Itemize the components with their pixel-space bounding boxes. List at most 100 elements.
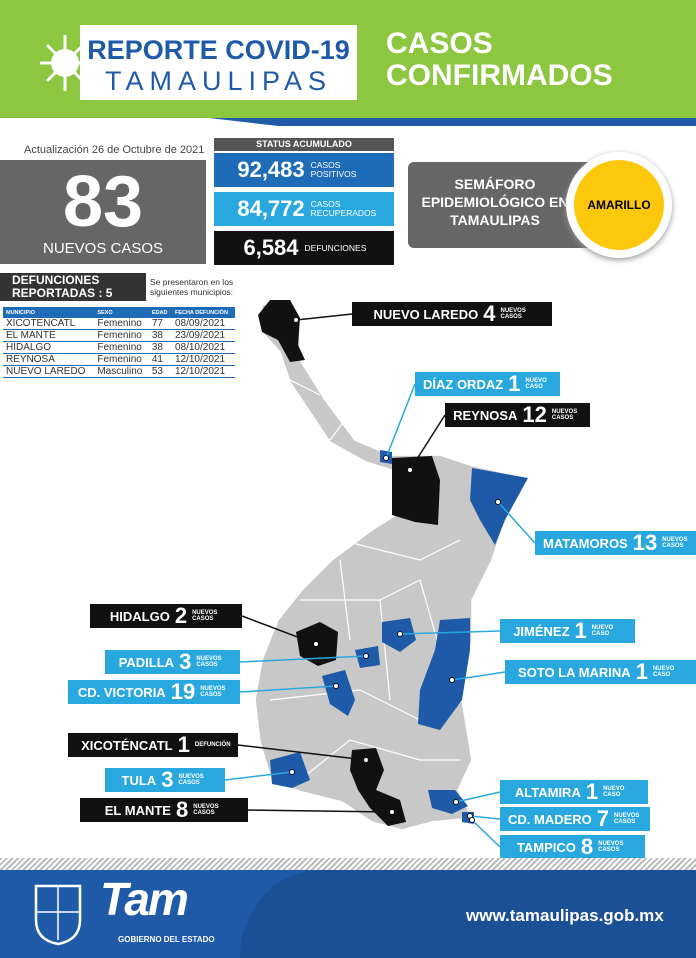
callout-dot [363, 757, 369, 763]
callout-count: 13 [632, 530, 658, 555]
callout-count: 7 [596, 806, 610, 831]
callout-box: CD. MADERO 7 NUEVOS CASOS [500, 806, 650, 831]
footer-logo: Tam [100, 873, 189, 925]
callout-count: 1 [574, 618, 587, 643]
table-cell: 77 [148, 318, 172, 330]
callout-count: 4 [483, 301, 496, 326]
callout-unit: NUEVOS CASOS [598, 841, 624, 853]
subtitle: TAMAULIPAS [104, 66, 333, 96]
callout-name: TAMPICO [516, 839, 576, 855]
callout-name: MATAMOROS [543, 535, 628, 551]
table-cell: 53 [148, 365, 172, 378]
table-cell: Femenino [94, 341, 149, 354]
callout-dot [469, 817, 475, 823]
callout-name: EL MANTE [104, 802, 171, 818]
table-cell: 41 [148, 353, 172, 366]
callout-unit: NUEVO CASO [525, 378, 547, 390]
callout-dot [453, 799, 459, 805]
callout-count: 2 [174, 603, 188, 628]
callout-dot [293, 317, 299, 323]
callout-name: SOTO LA MARINA [518, 664, 631, 680]
new-cases-label: NUEVOS CASOS [42, 240, 164, 257]
callout-count: 3 [179, 649, 192, 674]
callout-name: ALTAMIRA [514, 784, 581, 800]
callout-unit: NUEVOS CASOS [178, 774, 204, 786]
virus-icon [40, 35, 90, 91]
table-cell: Femenino [94, 318, 149, 330]
callout-unit: NUEVOS CASOS [200, 686, 226, 698]
deaths-note: Se presentaron en los siguientes municip… [150, 277, 234, 297]
callout-line [399, 630, 501, 635]
callout-line [469, 815, 501, 820]
callout-name: CD. VICTORIA [77, 684, 166, 700]
deaths-title: DEFUNCIONES REPORTADAS : 5 [0, 273, 146, 301]
callout-unit: NUEVOS CASOS [662, 537, 688, 549]
callout-box: PADILLA 3 NUEVOS CASOS [105, 649, 240, 674]
heading-line: CASOS [386, 27, 493, 60]
callout-box: XICOTÉNCATL 1 DEFUNCIÓN [68, 732, 238, 757]
table-cell: 23/09/2021 [171, 329, 235, 342]
title-box: REPORTE COVID-19 TAMAULIPAS [80, 25, 357, 100]
status-label: CASOS RECUPERADOS [310, 199, 377, 218]
callout-unit: NUEVOS CASOS [614, 813, 640, 825]
callout-count: 1 [585, 779, 599, 804]
callout-count: 1 [177, 732, 190, 757]
semaforo-status: AMARILLO [574, 160, 664, 250]
callout-box: HIDALGO 2 NUEVOS CASOS [90, 603, 242, 628]
callout-name: JIMÉNEZ [513, 623, 570, 639]
callout-box: NUEVO LAREDO 4 NUEVOS CASOS [352, 301, 552, 326]
callout-box: MATAMOROS 13 NUEVOS CASOS [535, 530, 696, 555]
table-row: REYNOSA Femenino 41 12/10/2021 [3, 353, 235, 366]
callout-line [455, 791, 501, 803]
callout-box: REYNOSA 12 NUEVOS CASOS [445, 402, 590, 427]
callout-name: HIDALGO [109, 608, 170, 624]
callout-name: NUEVO LAREDO [373, 306, 479, 322]
table-header-cell: SEXO [94, 307, 149, 318]
deaths-table: MUNICIPIO SEXO EDAD FECHA DEFUNCIÓN XICOTÉNC… [3, 307, 235, 378]
callout-line [451, 671, 506, 681]
callout-name: DÍAZ ORDAZ [423, 376, 504, 392]
semaforo-label: SEMÁFORO EPIDEMIOLÓGICO EN TAMAULIPAS [421, 176, 569, 228]
status-value: 6,584 [243, 235, 299, 260]
callout-unit: NUEVO CASO [652, 666, 675, 678]
new-cases-box: 83 NUEVOS CASOS [0, 160, 206, 264]
callout-line [295, 313, 353, 321]
callout-unit: NUEVOS CASOS [196, 656, 222, 668]
table-cell: 12/10/2021 [171, 353, 235, 366]
callout-dot [449, 677, 455, 683]
callout-unit: NUEVOS CASOS [551, 409, 578, 421]
title: REPORTE COVID-19 [87, 35, 350, 65]
region-xicotencatl-mante [350, 748, 406, 826]
table-row: HIDALGO Femenino 38 08/10/2021 [3, 341, 235, 354]
table-cell: HIDALGO [3, 341, 95, 354]
callout-box: SOTO LA MARINA 1 NUEVO CASO [505, 659, 696, 684]
callout-line [239, 655, 367, 663]
table-cell: 38 [148, 341, 172, 354]
status-label: CASOS POSITIVOS [310, 160, 357, 179]
update-date: Actualización 26 de Octubre de 2021 [24, 144, 205, 156]
callout-line [247, 809, 393, 813]
status-item: 84,772 CASOS RECUPERADOS [214, 192, 394, 226]
callout-box: DÍAZ ORDAZ 1 NUEVO CASO [415, 371, 560, 396]
callout-count: 8 [175, 797, 189, 822]
callout-unit: NUEVOS CASOS [500, 308, 526, 320]
callout-dot [495, 499, 501, 505]
status-item: 92,483 CASOS POSITIVOS [214, 153, 394, 187]
callout-dot [289, 769, 295, 775]
callout-count: 8 [580, 834, 594, 859]
table-cell: XICOTÉNCATL [3, 318, 95, 330]
status-item: 6,584 DEFUNCIONES [214, 231, 394, 265]
callout-dot [407, 467, 413, 473]
table-cell: NUEVO LAREDO [3, 365, 95, 378]
callout-box: ALTAMIRA 1 NUEVO CASO [500, 779, 648, 804]
status-label: DEFUNCIONES [304, 242, 367, 253]
callout-unit: NUEVOS CASOS [192, 610, 218, 622]
table-row: NUEVO LAREDO Masculino 53 12/10/2021 [3, 365, 235, 378]
heading-line: CONFIRMADOS [386, 59, 613, 92]
table-cell: 38 [148, 329, 172, 342]
callout-dot [363, 653, 369, 659]
region-altamira [428, 790, 468, 814]
new-cases-value: 83 [62, 162, 144, 242]
status-title: STATUS ACUMULADO [214, 138, 394, 151]
footer-url[interactable]: www.tamaulipas.gob.mx [466, 906, 664, 925]
